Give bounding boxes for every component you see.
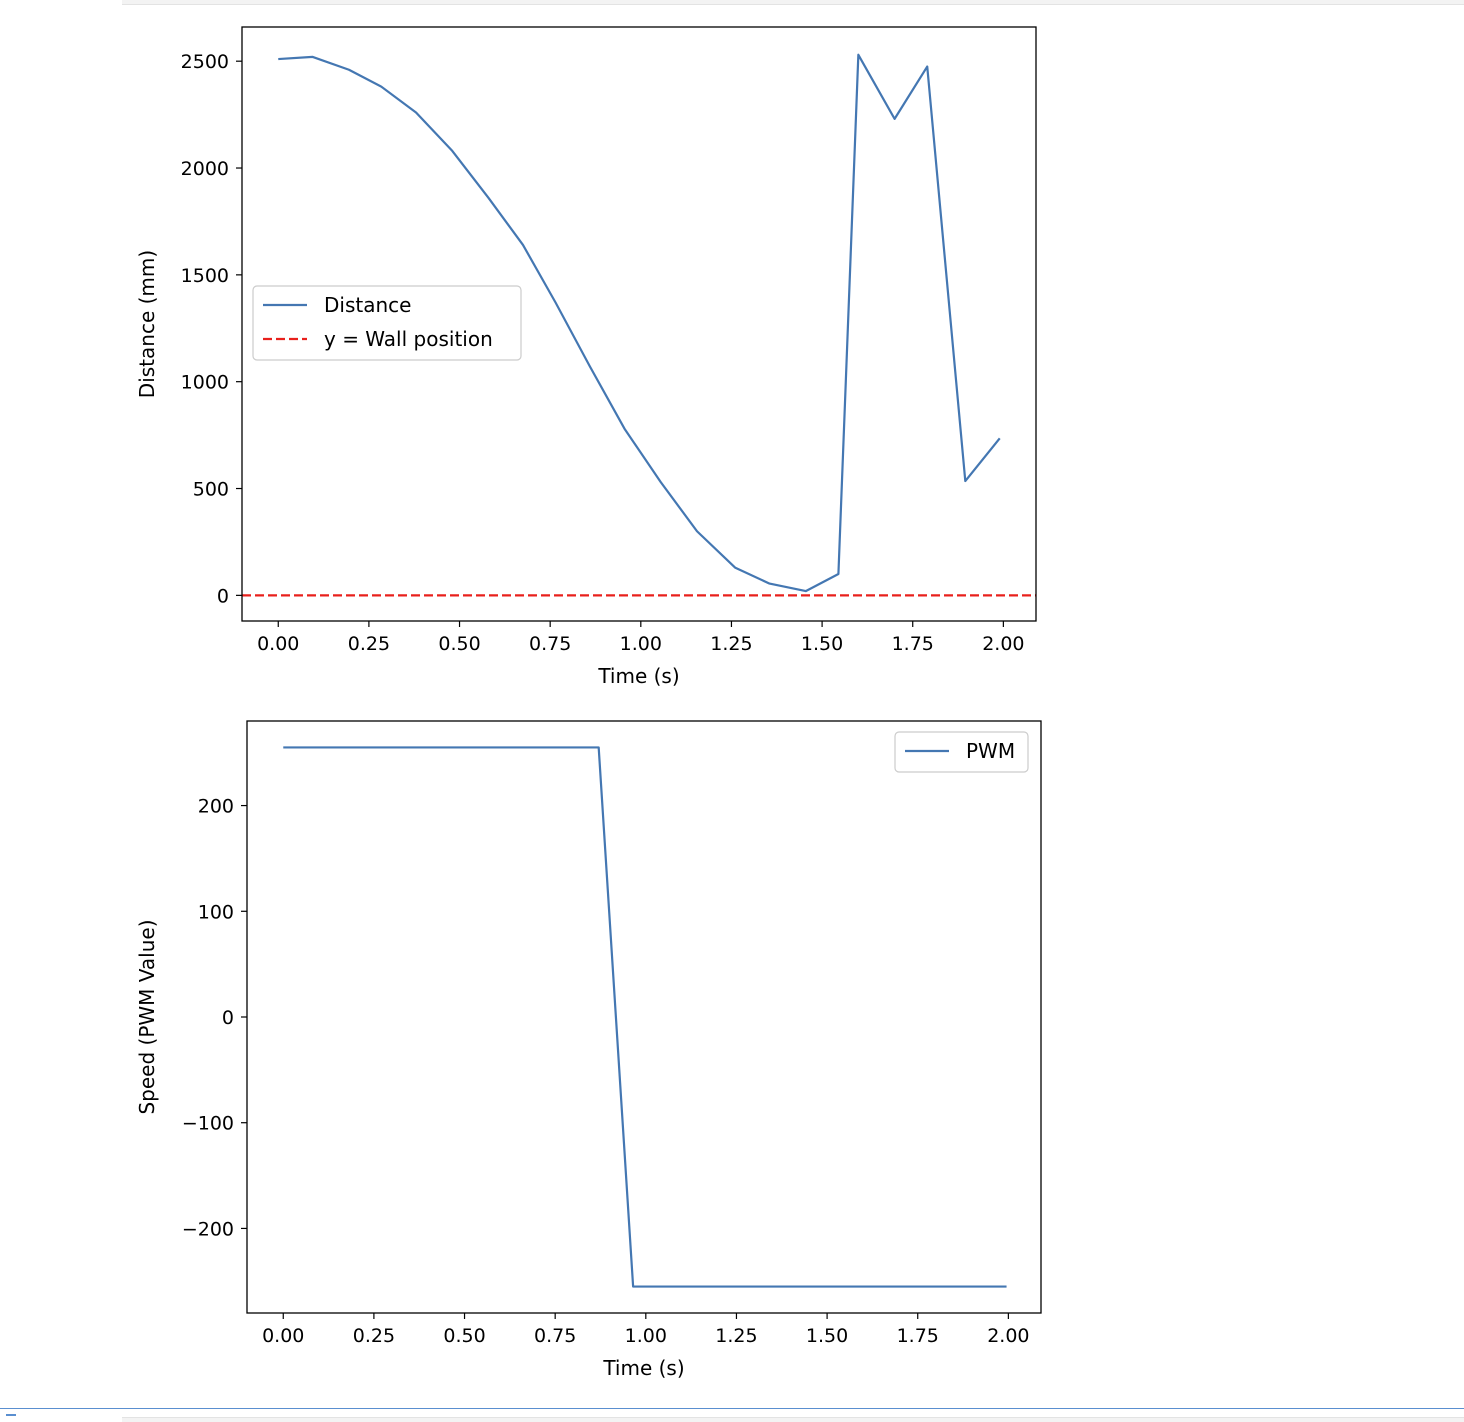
x-tick-label: 1.00 [625, 1325, 667, 1347]
x-tick-label: 0.25 [348, 633, 390, 655]
x-tick-label: 0.50 [443, 1325, 485, 1347]
legend-label: y = Wall position [324, 327, 493, 351]
x-tick-label: 0.25 [353, 1325, 395, 1347]
y-tick-label: 100 [198, 901, 234, 923]
x-tick-label: 0.00 [257, 633, 299, 655]
y-tick-label: 2500 [181, 51, 229, 73]
x-tick-label: 1.25 [715, 1325, 757, 1347]
x-tick-label: 1.75 [892, 633, 934, 655]
x-tick-label: 0.75 [529, 633, 571, 655]
y-axis-label: Speed (PWM Value) [135, 919, 159, 1114]
x-tick-label: 2.00 [982, 633, 1024, 655]
y-tick-label: 0 [222, 1007, 234, 1029]
y-tick-label: −100 [182, 1113, 234, 1135]
y-tick-label: 500 [193, 479, 229, 501]
legend-label: PWM [966, 739, 1015, 763]
x-tick-label: 1.50 [806, 1325, 848, 1347]
plot-frame [247, 721, 1041, 1313]
x-tick-label: 1.50 [801, 633, 843, 655]
chart-1: 0.00 0.25 0.50 0.75 1.00 1.25 1.50 1.75 2.00 0 500… [135, 27, 1036, 688]
y-tick-label: 200 [198, 796, 234, 818]
y-tick-label: 1500 [181, 265, 229, 287]
legend: Distance y = Wall position [253, 286, 521, 360]
y-tick-label: 1000 [181, 372, 229, 394]
x-axis-label: Time (s) [597, 664, 679, 688]
x-axis-label: Time (s) [602, 1356, 684, 1380]
y-tick-label: −200 [182, 1218, 234, 1240]
y-tick-label: 0 [217, 585, 229, 607]
chart-2: 0.00 0.25 0.50 0.75 1.00 1.25 1.50 1.75 2.00 −200… [135, 721, 1041, 1380]
cell-marker [6, 1414, 16, 1422]
x-tick-label: 1.00 [620, 633, 662, 655]
x-tick-label: 0.75 [534, 1325, 576, 1347]
x-tick-label: 1.75 [897, 1325, 939, 1347]
x-tick-label: 2.00 [987, 1325, 1029, 1347]
y-axis-label: Distance (mm) [135, 250, 159, 398]
next-cell[interactable] [0, 1408, 1464, 1421]
legend-label: Distance [324, 293, 411, 317]
x-tick-label: 0.00 [262, 1325, 304, 1347]
y-tick-label: 2000 [181, 158, 229, 180]
legend: PWM [895, 732, 1028, 772]
x-tick-label: 1.25 [710, 633, 752, 655]
series-line-pwm [283, 747, 1006, 1286]
x-tick-label: 0.50 [438, 633, 480, 655]
